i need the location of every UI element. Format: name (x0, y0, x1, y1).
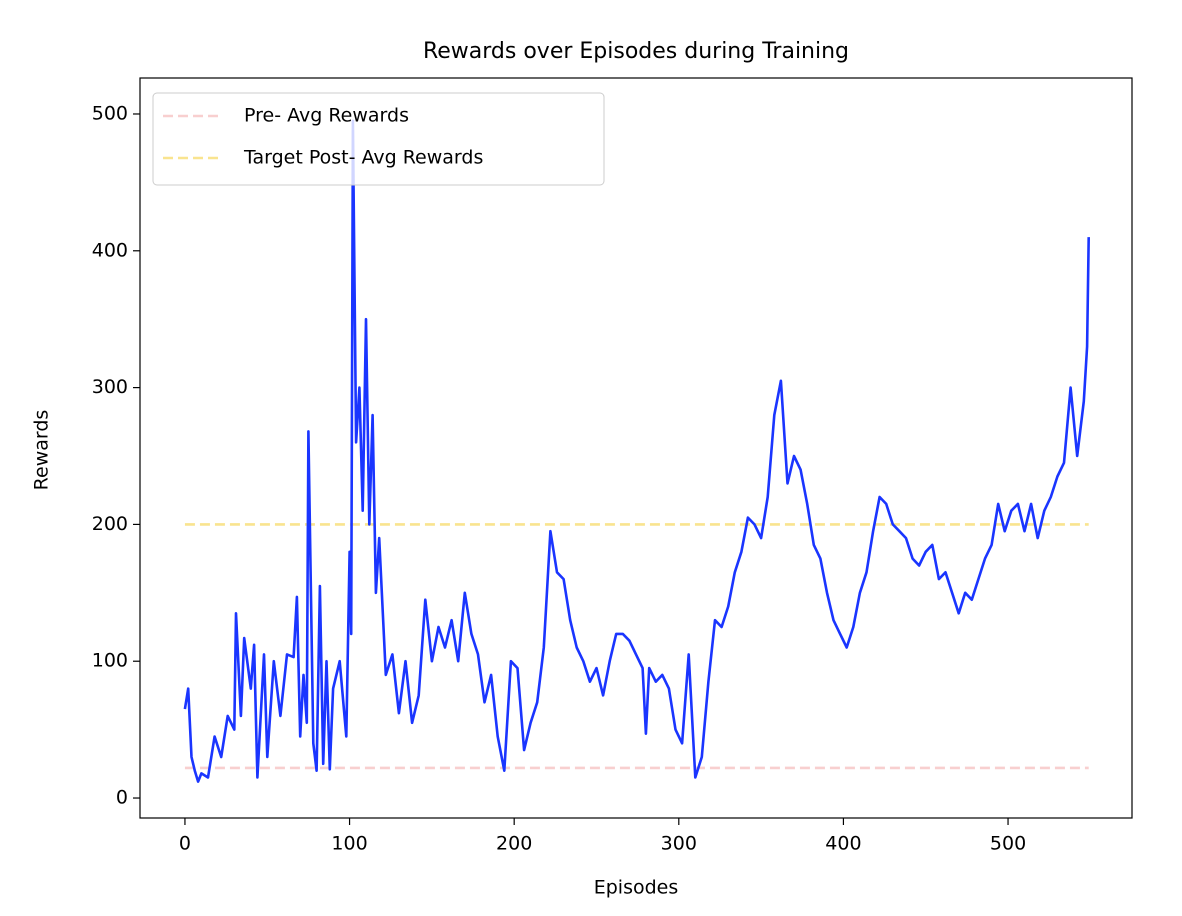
y-tick-label: 200 (92, 513, 128, 535)
x-tick-label: 500 (990, 833, 1026, 855)
legend-label: Target Post- Avg Rewards (243, 147, 483, 169)
x-tick-label: 200 (496, 833, 532, 855)
y-tick-label: 100 (92, 650, 128, 672)
y-tick-label: 500 (92, 102, 128, 124)
x-tick-label: 400 (825, 833, 861, 855)
x-axis-label: Episodes (594, 877, 679, 899)
legend-box (152, 92, 605, 186)
chart-title: Rewards over Episodes during Training (423, 39, 849, 64)
legend-label: Pre- Avg Rewards (244, 105, 409, 127)
y-tick-label: 0 (116, 787, 128, 809)
x-tick-label: 300 (661, 833, 697, 855)
y-tick-label: 400 (92, 239, 128, 261)
plot-frame (139, 77, 1133, 819)
y-axis-label: Rewards (31, 410, 53, 491)
x-tick-label: 0 (179, 833, 191, 855)
y-tick-label: 300 (92, 376, 128, 398)
data-line (183, 119, 1090, 783)
x-tick-label: 100 (331, 833, 367, 855)
